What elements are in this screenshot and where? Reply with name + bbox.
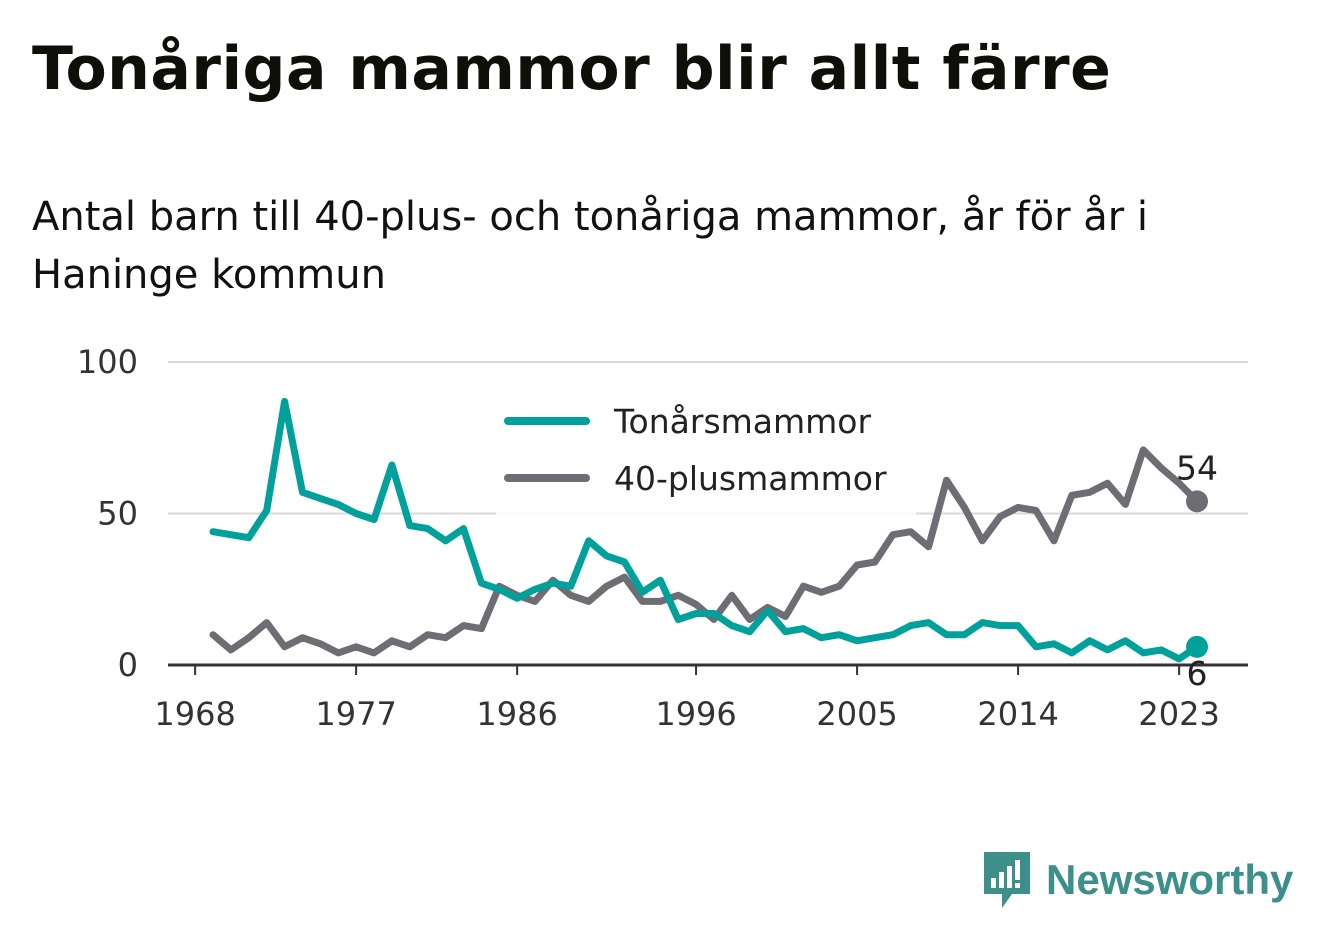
chart-title: Tonåriga mammor blir allt färre	[32, 34, 1112, 104]
x-tick-label: 1986	[476, 695, 557, 733]
x-tick-label: 2005	[816, 695, 897, 733]
y-tick-label: 0	[118, 646, 138, 684]
series-line-tonarsmammor	[209, 397, 1201, 663]
x-tick-label: 1977	[315, 695, 396, 733]
legend-label: 40-plusmammor	[614, 459, 887, 498]
x-tick-label: 2023	[1138, 695, 1219, 733]
series-end-point	[1186, 635, 1208, 658]
series-end-label: 54	[1176, 448, 1218, 487]
series-end-label: 6	[1187, 654, 1208, 693]
y-tick-label: 50	[97, 495, 138, 533]
series-end-point	[1186, 490, 1208, 513]
x-tick-label: 1996	[655, 695, 736, 733]
x-tick-label: 1968	[154, 695, 235, 733]
newsworthy-logo-icon	[984, 852, 1030, 908]
x-tick-label: 2014	[977, 695, 1058, 733]
brand-name: Newsworthy	[1046, 856, 1294, 903]
y-tick-label: 100	[77, 343, 138, 381]
brand-logo: Newsworthy	[982, 850, 1293, 910]
chart-subtitle: Antal barn till 40-plus- och tonåriga ma…	[32, 194, 1149, 298]
legend-background	[496, 396, 916, 516]
legend-label: Tonårsmammor	[613, 402, 871, 441]
